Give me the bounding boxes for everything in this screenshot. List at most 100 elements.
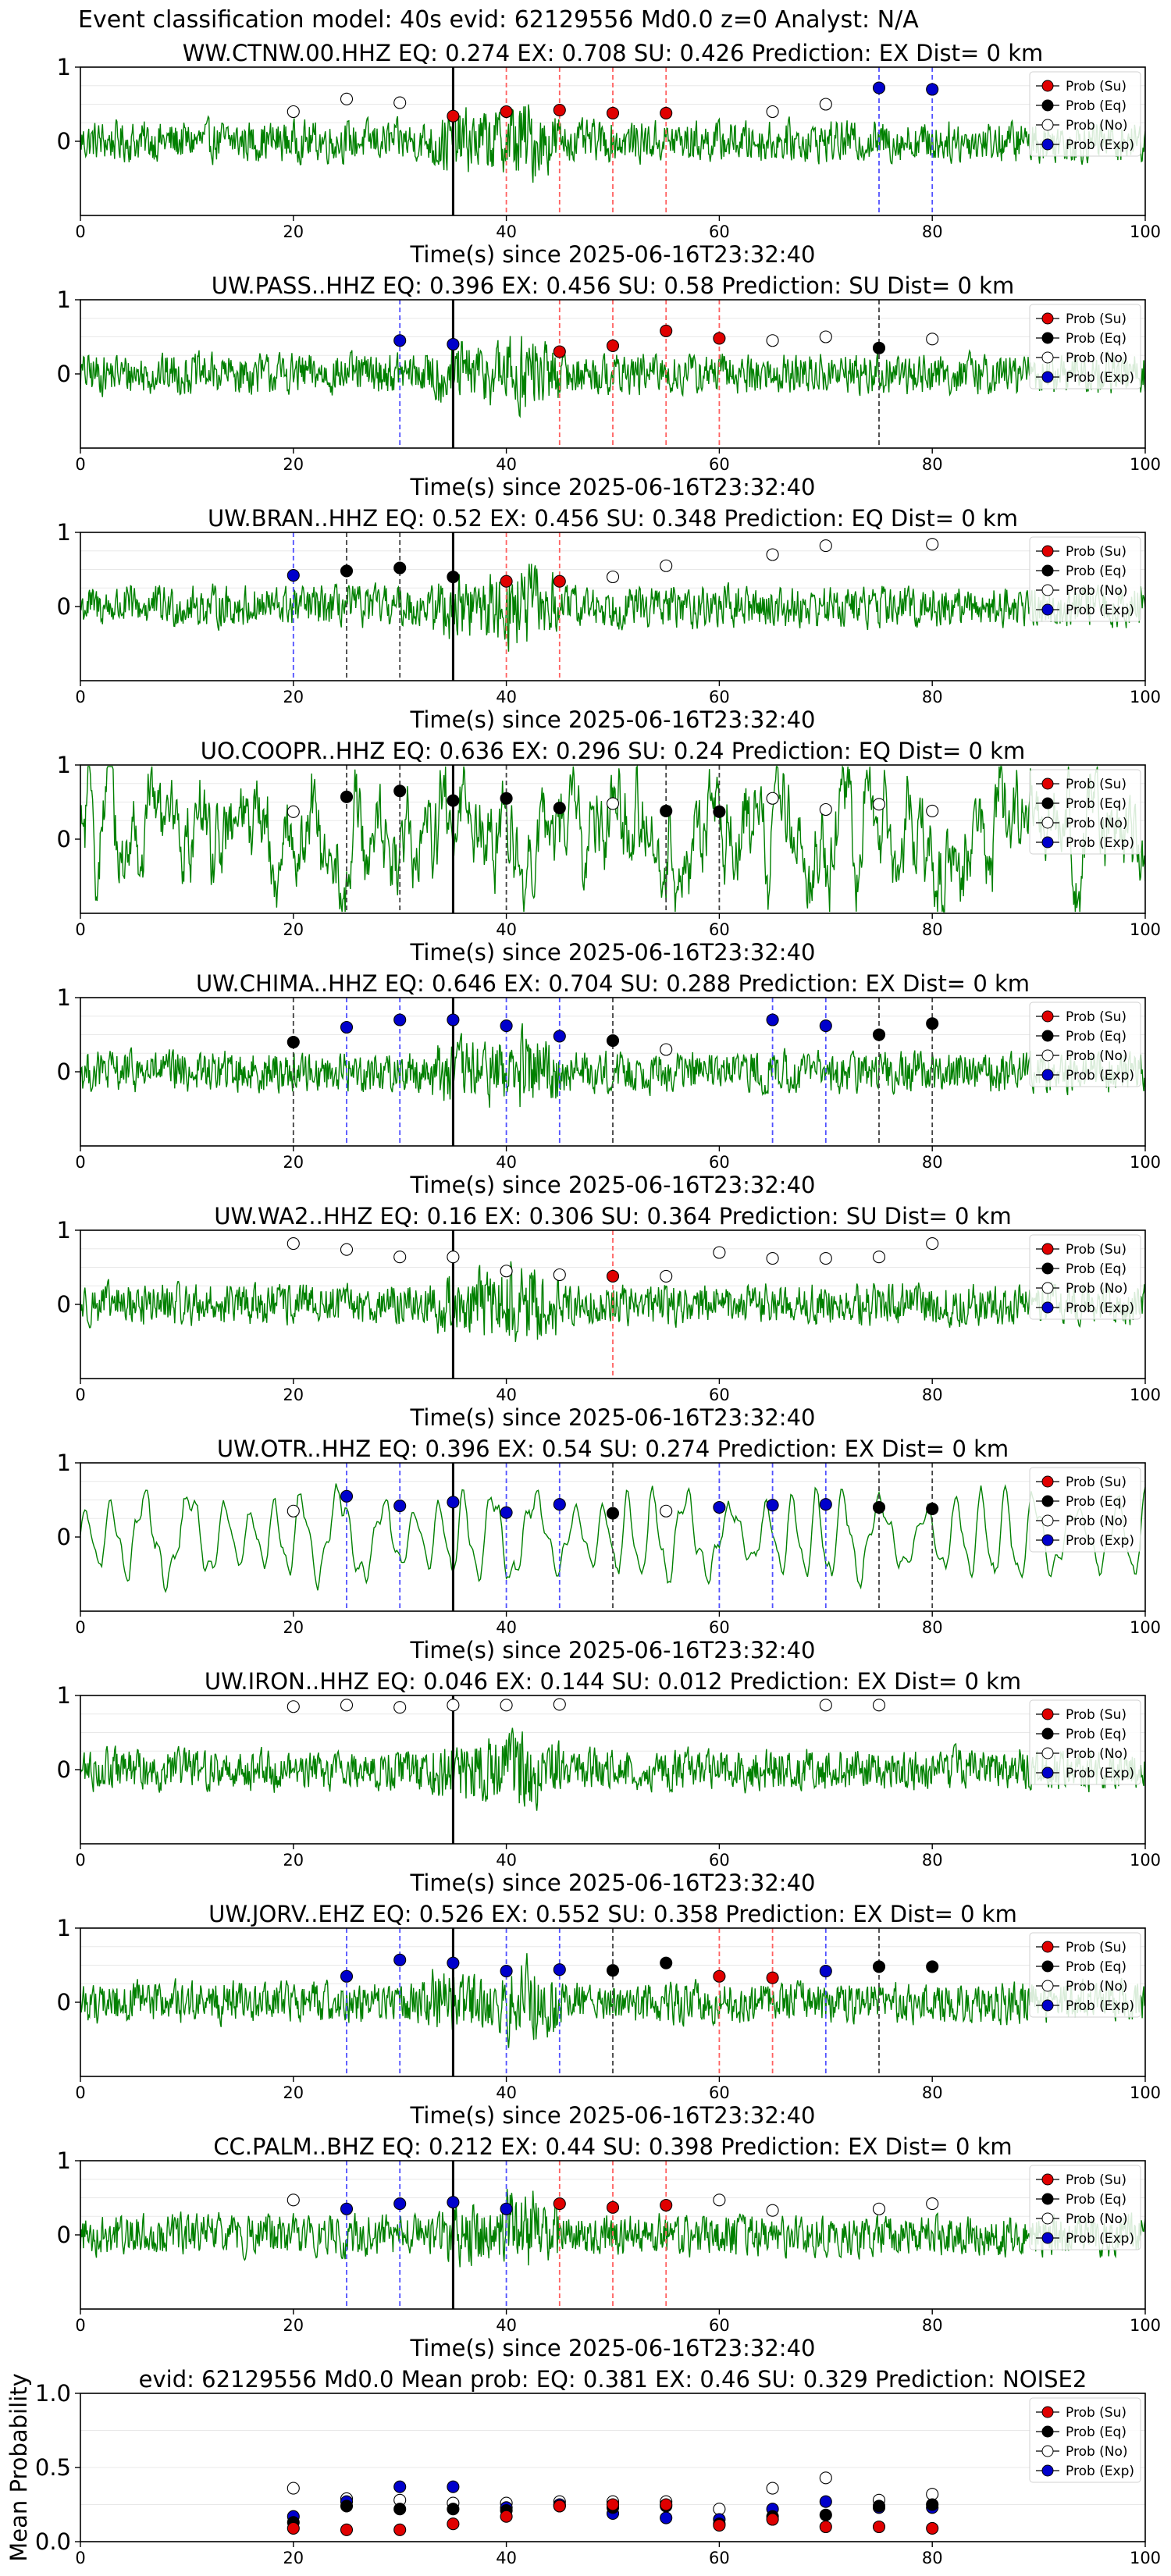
legend-marker-su xyxy=(1041,1010,1054,1023)
y-tick-label: 1 xyxy=(57,1450,71,1476)
y-tick-label: 1 xyxy=(57,1915,71,1941)
legend-label: Prob (Su) xyxy=(1066,777,1127,792)
y-tick-label: 1 xyxy=(57,984,71,1011)
x-tick-label: 80 xyxy=(922,222,943,241)
prob-point-no xyxy=(447,1251,460,1264)
prob-point-eq xyxy=(606,1034,620,1048)
x-tick-label: 40 xyxy=(496,222,517,241)
prob-point-eq xyxy=(872,1960,886,1973)
x-tick-label: 60 xyxy=(709,222,730,241)
x-tick-label: 100 xyxy=(1130,688,1161,706)
panel-title: UW.JORV..EHZ EQ: 0.526 EX: 0.552 SU: 0.3… xyxy=(208,1901,1017,1927)
legend: Prob (Su) Prob (Eq) Prob (No) Prob (Exp) xyxy=(1029,2165,1141,2250)
y-tick-label: 0 xyxy=(57,1524,71,1550)
prob-point-no xyxy=(287,2482,300,2495)
legend-label: Prob (No) xyxy=(1066,1746,1128,1762)
panel-title: UW.OTR..HHZ EQ: 0.396 EX: 0.54 SU: 0.274… xyxy=(217,1436,1009,1462)
prob-point-no xyxy=(660,1504,673,1517)
prob-point-no xyxy=(713,2194,726,2207)
y-tick-label: 0 xyxy=(57,128,71,155)
legend-label: Prob (Eq) xyxy=(1066,1261,1127,1277)
x-tick-label: 0 xyxy=(75,1851,85,1870)
legend-marker-eq xyxy=(1041,1262,1054,1275)
prob-point-su xyxy=(447,2517,460,2531)
prob-point-exp xyxy=(393,1500,407,1513)
y-tick-label: 1 xyxy=(57,752,71,778)
legend-marker-no xyxy=(1041,1747,1054,1759)
prob-point-su xyxy=(660,2498,673,2511)
prob-point-su xyxy=(553,345,566,358)
waveform-trace xyxy=(80,2188,1145,2268)
prob-point-su xyxy=(553,2197,566,2211)
x-tick-label: 20 xyxy=(283,1618,304,1637)
prob-point-eq xyxy=(553,802,566,815)
prob-point-eq xyxy=(872,1028,886,1041)
legend-label: Prob (Su) xyxy=(1066,2172,1127,2188)
legend-marker-eq xyxy=(1041,99,1054,112)
legend-label: Prob (Su) xyxy=(1066,79,1127,94)
prob-point-exp xyxy=(660,2511,673,2524)
x-tick-label: 80 xyxy=(922,2549,943,2567)
prob-point-exp xyxy=(393,334,407,347)
legend: Prob (Su) Prob (Eq) Prob (No) Prob (Exp) xyxy=(1029,769,1141,855)
panel-4: UO.COOPR..HHZ EQ: 0.636 EX: 0.296 SU: 0.… xyxy=(57,738,1162,966)
legend-marker-no xyxy=(1041,1049,1054,1062)
prob-point-su xyxy=(926,2521,939,2535)
prob-point-exp xyxy=(500,1965,513,1978)
prob-point-no xyxy=(553,1698,566,1711)
y-tick-label: 0 xyxy=(57,1291,71,1318)
x-tick-label: 40 xyxy=(496,1153,517,1172)
legend-box xyxy=(1029,1467,1141,1553)
x-tick-label: 0 xyxy=(75,2549,85,2567)
legend-marker-eq xyxy=(1041,2425,1054,2438)
legend-marker-exp xyxy=(1041,1301,1054,1314)
y-tick-label: 1 xyxy=(57,519,71,546)
panel-title: UW.IRON..HHZ EQ: 0.046 EX: 0.144 SU: 0.0… xyxy=(205,1668,1021,1695)
legend-label: Prob (Su) xyxy=(1066,2405,1127,2421)
x-tick-label: 60 xyxy=(709,2549,730,2567)
prob-point-no xyxy=(872,1251,886,1264)
prob-point-eq xyxy=(393,561,407,575)
x-tick-label: 80 xyxy=(922,1851,943,1870)
x-tick-label: 60 xyxy=(709,2083,730,2102)
x-axis-label: Time(s) since 2025-06-16T23:32:40 xyxy=(410,241,816,268)
legend: Prob (Su) Prob (Eq) Prob (No) Prob (Exp) xyxy=(1029,304,1141,390)
x-tick-label: 40 xyxy=(496,1618,517,1637)
legend-marker-su xyxy=(1041,1941,1054,1953)
prob-point-su xyxy=(553,2500,566,2513)
y-tick-label: 0 xyxy=(57,361,71,387)
x-tick-label: 0 xyxy=(75,2083,85,2102)
x-tick-label: 20 xyxy=(283,1386,304,1404)
prob-point-no xyxy=(872,1699,886,1712)
prob-point-no xyxy=(819,98,832,111)
waveform-trace xyxy=(80,1953,1145,2048)
prob-point-exp xyxy=(393,1953,407,1966)
legend-label: Prob (Eq) xyxy=(1066,331,1127,347)
legend-label: Prob (Exp) xyxy=(1066,603,1134,618)
legend-label: Prob (Su) xyxy=(1066,311,1127,327)
x-tick-label: 60 xyxy=(709,1851,730,1870)
x-tick-label: 60 xyxy=(709,920,730,939)
prob-point-exp xyxy=(872,81,886,94)
x-tick-label: 20 xyxy=(283,2083,304,2102)
panel-title: UW.PASS..HHZ EQ: 0.396 EX: 0.456 SU: 0.5… xyxy=(212,272,1014,299)
x-tick-label: 60 xyxy=(709,1618,730,1637)
prob-point-eq xyxy=(926,1960,939,1973)
y-tick-label: 1 xyxy=(57,54,71,80)
prob-point-eq xyxy=(340,2500,354,2513)
waveform-trace xyxy=(80,336,1145,418)
prob-point-eq xyxy=(606,1507,620,1520)
legend-marker-eq xyxy=(1041,564,1054,577)
x-tick-label: 80 xyxy=(922,920,943,939)
prob-point-su xyxy=(340,2523,354,2536)
prob-point-eq xyxy=(660,1956,673,1969)
x-tick-label: 0 xyxy=(75,1618,85,1637)
prob-point-eq xyxy=(660,804,673,817)
panel-2: UW.PASS..HHZ EQ: 0.396 EX: 0.456 SU: 0.5… xyxy=(57,272,1162,500)
prob-point-no xyxy=(606,570,620,584)
prob-point-eq xyxy=(287,1035,300,1049)
prob-point-su xyxy=(553,575,566,588)
prob-point-eq xyxy=(926,1502,939,1515)
prob-point-exp xyxy=(447,1956,460,1969)
legend-label: Prob (Exp) xyxy=(1066,1533,1134,1549)
